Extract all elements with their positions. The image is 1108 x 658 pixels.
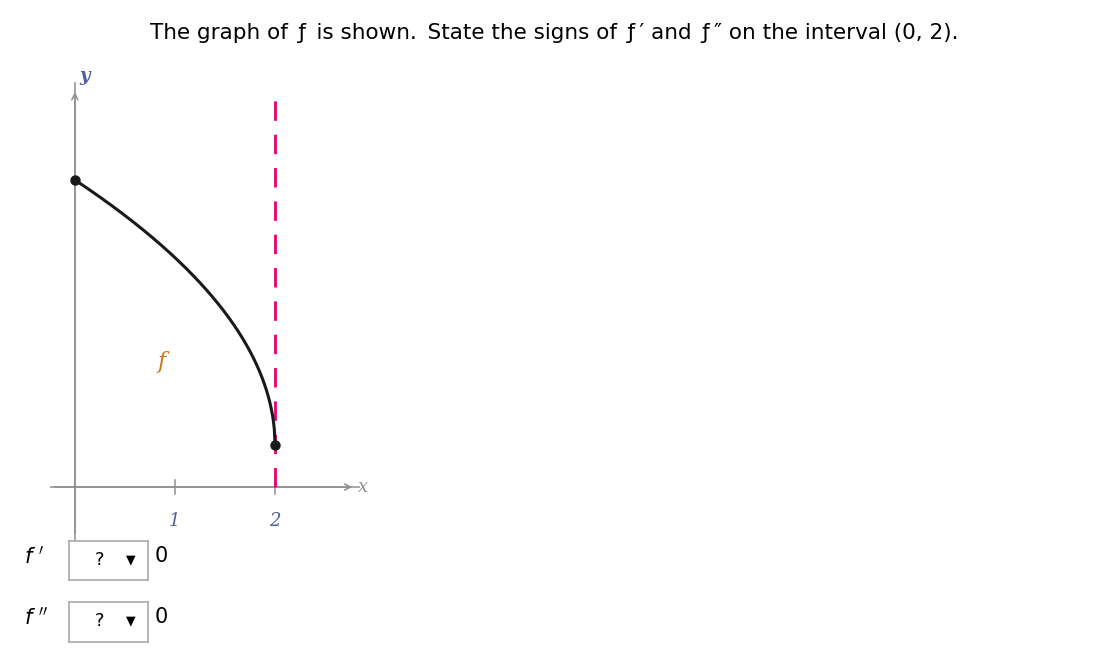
Text: The graph of  ƒ  is shown. State the signs of  ƒ ′ and  ƒ ″ on the interval (0, : The graph of ƒ is shown. State the signs… xyxy=(150,23,958,43)
Text: 0: 0 xyxy=(155,546,168,566)
Text: ▼: ▼ xyxy=(126,553,136,567)
Text: $f$ $'$: $f$ $'$ xyxy=(24,545,44,567)
Text: 1: 1 xyxy=(170,512,181,530)
Text: x: x xyxy=(358,478,368,496)
Text: ?: ? xyxy=(94,612,104,630)
Text: f: f xyxy=(157,351,165,373)
Text: 2: 2 xyxy=(269,512,280,530)
Text: ▼: ▼ xyxy=(126,615,136,628)
Text: 0: 0 xyxy=(155,607,168,627)
Text: ?: ? xyxy=(94,551,104,569)
Text: $f$ $''$: $f$ $''$ xyxy=(24,606,49,628)
Text: y: y xyxy=(79,67,90,85)
